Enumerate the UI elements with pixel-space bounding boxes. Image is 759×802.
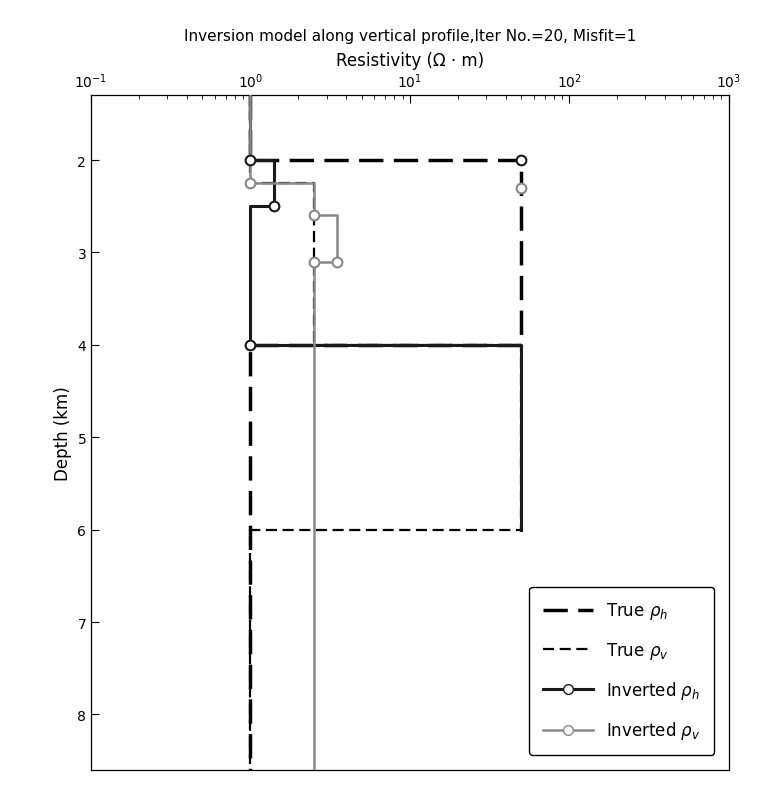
Legend: True $\rho_h$, True $\rho_v$, Inverted $\rho_h$, Inverted $\rho_v$: True $\rho_h$, True $\rho_v$, Inverted $… xyxy=(530,587,714,755)
Y-axis label: Depth (km): Depth (km) xyxy=(54,386,72,480)
X-axis label: Resistivity (Ω · m): Resistivity (Ω · m) xyxy=(335,52,484,70)
Title: Inversion model along vertical profile,Iter No.=20, Misfit=1: Inversion model along vertical profile,I… xyxy=(184,29,636,44)
